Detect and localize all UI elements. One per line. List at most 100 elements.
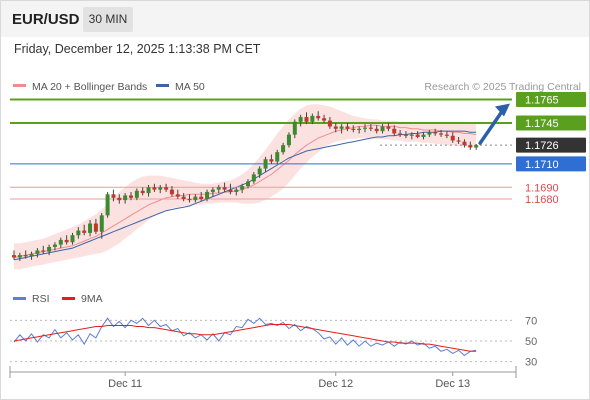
candle-body	[52, 244, 57, 247]
rsi-line	[13, 317, 477, 357]
credit-text: Research © 2025 Trading Central	[424, 81, 581, 93]
candle-body	[322, 118, 327, 121]
candle-body	[193, 196, 198, 201]
candle-body	[228, 189, 233, 192]
candle-body	[181, 196, 186, 199]
candle-body	[439, 133, 444, 135]
candle-body	[474, 145, 479, 148]
candle-body	[462, 141, 467, 146]
candle-body	[298, 117, 303, 122]
candle-body	[263, 159, 268, 169]
candle-body	[199, 196, 204, 199]
candle-body	[240, 186, 245, 190]
candle-body	[380, 126, 385, 132]
candle-body	[216, 187, 221, 190]
candle-body	[29, 253, 34, 257]
candle-body	[304, 117, 309, 122]
candle-body	[76, 230, 81, 236]
candle-body	[64, 239, 69, 243]
candle-body	[398, 133, 403, 135]
candle-body	[99, 215, 104, 232]
candle-body	[427, 132, 432, 135]
candle-body	[82, 230, 87, 233]
candle-body	[41, 250, 46, 252]
candle-body	[88, 223, 93, 233]
candle-body	[164, 187, 169, 190]
legend-swatch-1	[156, 84, 169, 87]
candle-body	[368, 127, 373, 129]
candle-body	[345, 126, 350, 129]
level-label-0: 1.1765	[525, 95, 559, 107]
candle-body	[12, 255, 16, 258]
candle-body	[23, 255, 28, 257]
rsi-legend-swatch-1	[62, 297, 75, 300]
candle-body	[134, 190, 139, 198]
candle-body	[246, 181, 250, 187]
candle-body	[374, 128, 379, 132]
candle-body	[251, 174, 256, 182]
candle-body	[17, 255, 22, 258]
forecast-arrow	[478, 106, 506, 145]
candle-body	[444, 134, 449, 136]
ma50-line	[13, 130, 477, 261]
legend-label-1: MA 50	[175, 81, 205, 93]
rsi-legend-swatch-0	[13, 297, 26, 300]
candle-body	[269, 159, 274, 162]
level-badge-2	[516, 137, 586, 153]
rsi-legend-label-1: 9MA	[81, 293, 103, 305]
candle-body	[316, 115, 321, 119]
candle-body	[286, 134, 291, 146]
ma20-line	[13, 124, 477, 258]
candle-body	[433, 132, 438, 134]
candle-body	[140, 190, 145, 194]
rsi-ma-line	[13, 324, 477, 352]
candle-body	[403, 134, 408, 136]
level-label-5: 1.1680	[525, 194, 559, 206]
candle-body	[58, 239, 63, 245]
timestamp: Friday, December 12, 2025 1:13:38 PM CET	[14, 42, 261, 56]
candle-body	[292, 121, 297, 135]
candle-body	[35, 250, 40, 254]
candle-body	[386, 126, 391, 129]
candle-body	[351, 128, 356, 130]
candle-body	[363, 127, 367, 129]
candle-body	[93, 223, 98, 232]
x-tick-label-1: Dec 12	[318, 378, 353, 390]
timeframe-badge[interactable]: 30 MIN	[83, 7, 133, 32]
x-tick-label-2: Dec 13	[435, 378, 470, 390]
candle-body	[234, 189, 239, 192]
rsi-legend-label-0: RSI	[32, 293, 50, 305]
level-badge-0	[516, 92, 586, 108]
bollinger-band	[14, 104, 477, 270]
header-bar: EUR/USD 30 MIN	[1, 1, 589, 37]
legend-swatch-0	[13, 84, 26, 87]
candle-body	[327, 120, 332, 127]
candle-body	[415, 134, 420, 137]
level-badge-3	[516, 156, 586, 172]
candle-body	[146, 187, 151, 194]
candle-body	[281, 145, 286, 153]
candle-body	[187, 198, 192, 201]
level-label-4: 1.1690	[525, 182, 559, 194]
candle-body	[409, 134, 414, 136]
rsi-level-label-30: 30	[525, 357, 537, 369]
level-label-3: 1.1710	[525, 159, 559, 171]
candle-body	[205, 191, 210, 199]
candle-body	[392, 128, 397, 134]
level-label-2: 1.1726	[525, 140, 559, 152]
candle-body	[70, 235, 75, 243]
candle-body	[169, 189, 174, 195]
rsi-level-label-70: 70	[525, 315, 537, 327]
candle-body	[152, 187, 157, 190]
legend-label-0: MA 20 + Bollinger Bands	[32, 81, 147, 93]
candle-body	[333, 126, 338, 129]
candle-body	[222, 187, 227, 190]
candle-body	[175, 194, 180, 197]
level-badge-1	[516, 115, 586, 131]
rsi-level-label-50: 50	[525, 336, 537, 348]
candle-body	[421, 134, 426, 137]
candle-body	[111, 194, 116, 198]
x-tick-label-0: Dec 11	[108, 378, 142, 390]
candle-body	[129, 195, 133, 198]
